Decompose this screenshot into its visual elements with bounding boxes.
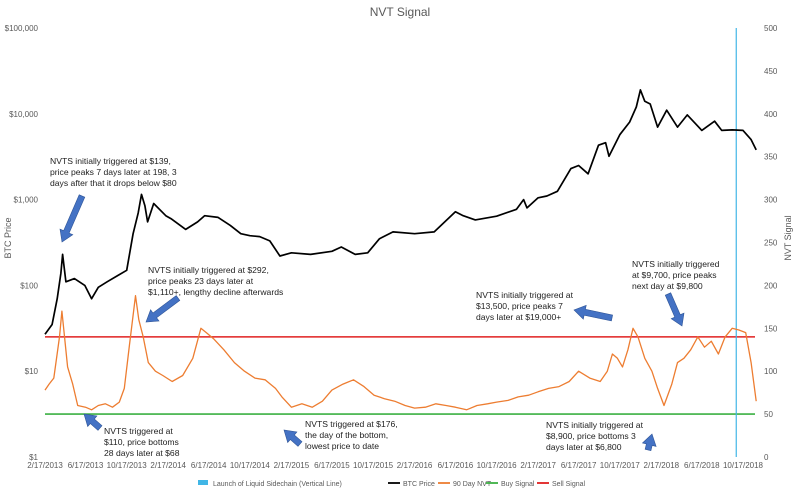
annotation-text: NVTS triggered at $110, price bottoms 28 d… — [104, 426, 180, 458]
x-tick: 10/17/2015 — [353, 461, 394, 470]
legend: Launch of Liquid Sidechain (Vertical Lin… — [198, 480, 586, 488]
x-tick: 10/17/2013 — [107, 461, 148, 470]
legend-label: BTC Price — [403, 481, 435, 488]
x-tick: 6/17/2016 — [438, 461, 474, 470]
y-right-tick: 250 — [764, 239, 778, 248]
annotation-line: $13,500, price peaks 7 — [476, 301, 563, 311]
annotation-line: NVTS initially triggered — [632, 259, 720, 269]
y-right-tick: 150 — [764, 324, 778, 333]
btc-price-line — [44, 89, 757, 335]
y-right-tick: 400 — [764, 110, 778, 119]
annotation-line: NVTS triggered at $176, — [305, 419, 398, 429]
axis-ticks: $1 $10 $100 $1,000 $10,000 $100,000 0 50 100 150 2… — [5, 24, 778, 470]
reference-lines — [45, 28, 755, 457]
annotation-line: $1,110+, lengthy decline afterwards — [148, 287, 283, 297]
x-tick: 10/17/2017 — [600, 461, 641, 470]
x-tick: 2/17/2015 — [274, 461, 310, 470]
y-right-tick: 50 — [764, 410, 773, 419]
x-tick: 2/17/2016 — [397, 461, 433, 470]
y-right-tick: 350 — [764, 153, 778, 162]
annotation-arrow — [573, 304, 613, 322]
series-lines — [44, 89, 757, 411]
y-right-tick: 500 — [764, 24, 778, 33]
x-tick: 6/17/2017 — [561, 461, 597, 470]
x-tick: 2/17/2013 — [27, 461, 63, 470]
x-tick: 2/17/2017 — [520, 461, 556, 470]
y-left-tick: $1 — [29, 453, 38, 462]
y-right-label: NVT Signal — [783, 215, 793, 260]
annotation-text: NVTS initially triggered at $9,700, price… — [632, 259, 720, 291]
y-left-tick: $100 — [20, 281, 38, 290]
annotation-line: days later at $6,800 — [546, 442, 622, 452]
annotation-arrow — [664, 292, 685, 327]
annotations: NVTS initially triggered at $139, price p… — [50, 156, 720, 458]
x-tick: 2/17/2014 — [150, 461, 186, 470]
annotation-line: NVTS initially triggered at $292, — [148, 265, 269, 275]
chart-title: NVT Signal — [370, 5, 430, 19]
annotation-text: NVTS initially triggered at $139, price p… — [50, 156, 177, 188]
annotation-arrow — [83, 413, 103, 431]
annotation-line: NVTS initially triggered at — [546, 420, 644, 430]
annotation-arrow — [145, 295, 181, 323]
annotation-text: NVTS initially triggered at $8,900, price… — [546, 420, 644, 452]
annotation-line: price peaks 23 days later at — [148, 276, 254, 286]
y-left-tick: $1,000 — [14, 196, 39, 205]
x-tick: 6/17/2013 — [68, 461, 104, 470]
annotation-line: price peaks 7 days later at 198, 3 — [50, 167, 177, 177]
annotation-arrow — [283, 429, 303, 447]
x-tick: 6/17/2018 — [684, 461, 720, 470]
y-left-tick: $10,000 — [9, 110, 38, 119]
legend-label: Sell Signal — [552, 481, 586, 488]
y-right-tick: 450 — [764, 67, 778, 76]
y-right-tick: 100 — [764, 367, 778, 376]
y-right-tick: 300 — [764, 196, 778, 205]
y-left-tick: $10 — [25, 367, 39, 376]
x-tick: 10/17/2014 — [230, 461, 271, 470]
legend-label: Buy Signal — [501, 481, 535, 488]
annotation-line: NVTS initially triggered at $139, — [50, 156, 171, 166]
x-tick: 2/17/2018 — [644, 461, 680, 470]
annotation-line: $8,900, price bottoms 3 — [546, 431, 636, 441]
annotation-text: NVTS initially triggered at $292, price p… — [148, 265, 283, 297]
annotation-arrow — [641, 433, 657, 452]
x-tick: 10/17/2016 — [477, 461, 518, 470]
nvt-line — [44, 295, 757, 411]
annotation-line: days later at $19,000+ — [476, 312, 561, 322]
y-right-tick: 0 — [764, 453, 769, 462]
legend-label: 90 Day NVT — [453, 481, 492, 488]
y-left-tick: $100,000 — [5, 24, 39, 33]
y-right-tick: 200 — [764, 281, 778, 290]
annotation-line: NVTS initially triggered at — [476, 290, 574, 300]
annotation-line: the day of the bottom, — [305, 430, 388, 440]
annotation-line: 28 days later at $68 — [104, 448, 180, 458]
x-tick: 10/17/2018 — [723, 461, 764, 470]
annotation-text: NVTS initially triggered at $13,500, pric… — [476, 290, 574, 322]
annotation-text: NVTS triggered at $176, the day of the bo… — [305, 419, 398, 451]
annotation-line: $110, price bottoms — [104, 437, 179, 447]
legend-label: Launch of Liquid Sidechain (Vertical Lin… — [213, 481, 342, 488]
annotation-line: at $9,700, price peaks — [632, 270, 717, 280]
x-tick: 6/17/2014 — [191, 461, 227, 470]
x-tick: 6/17/2015 — [314, 461, 350, 470]
annotation-line: NVTS triggered at — [104, 426, 173, 436]
annotation-arrow — [59, 194, 86, 243]
y-left-label: BTC Price — [3, 217, 13, 258]
legend-swatch — [198, 480, 208, 485]
annotation-line: next day at $9,800 — [632, 281, 703, 291]
annotation-line: lowest price to date — [305, 441, 379, 451]
annotation-line: days after that it drops below $80 — [50, 178, 177, 188]
